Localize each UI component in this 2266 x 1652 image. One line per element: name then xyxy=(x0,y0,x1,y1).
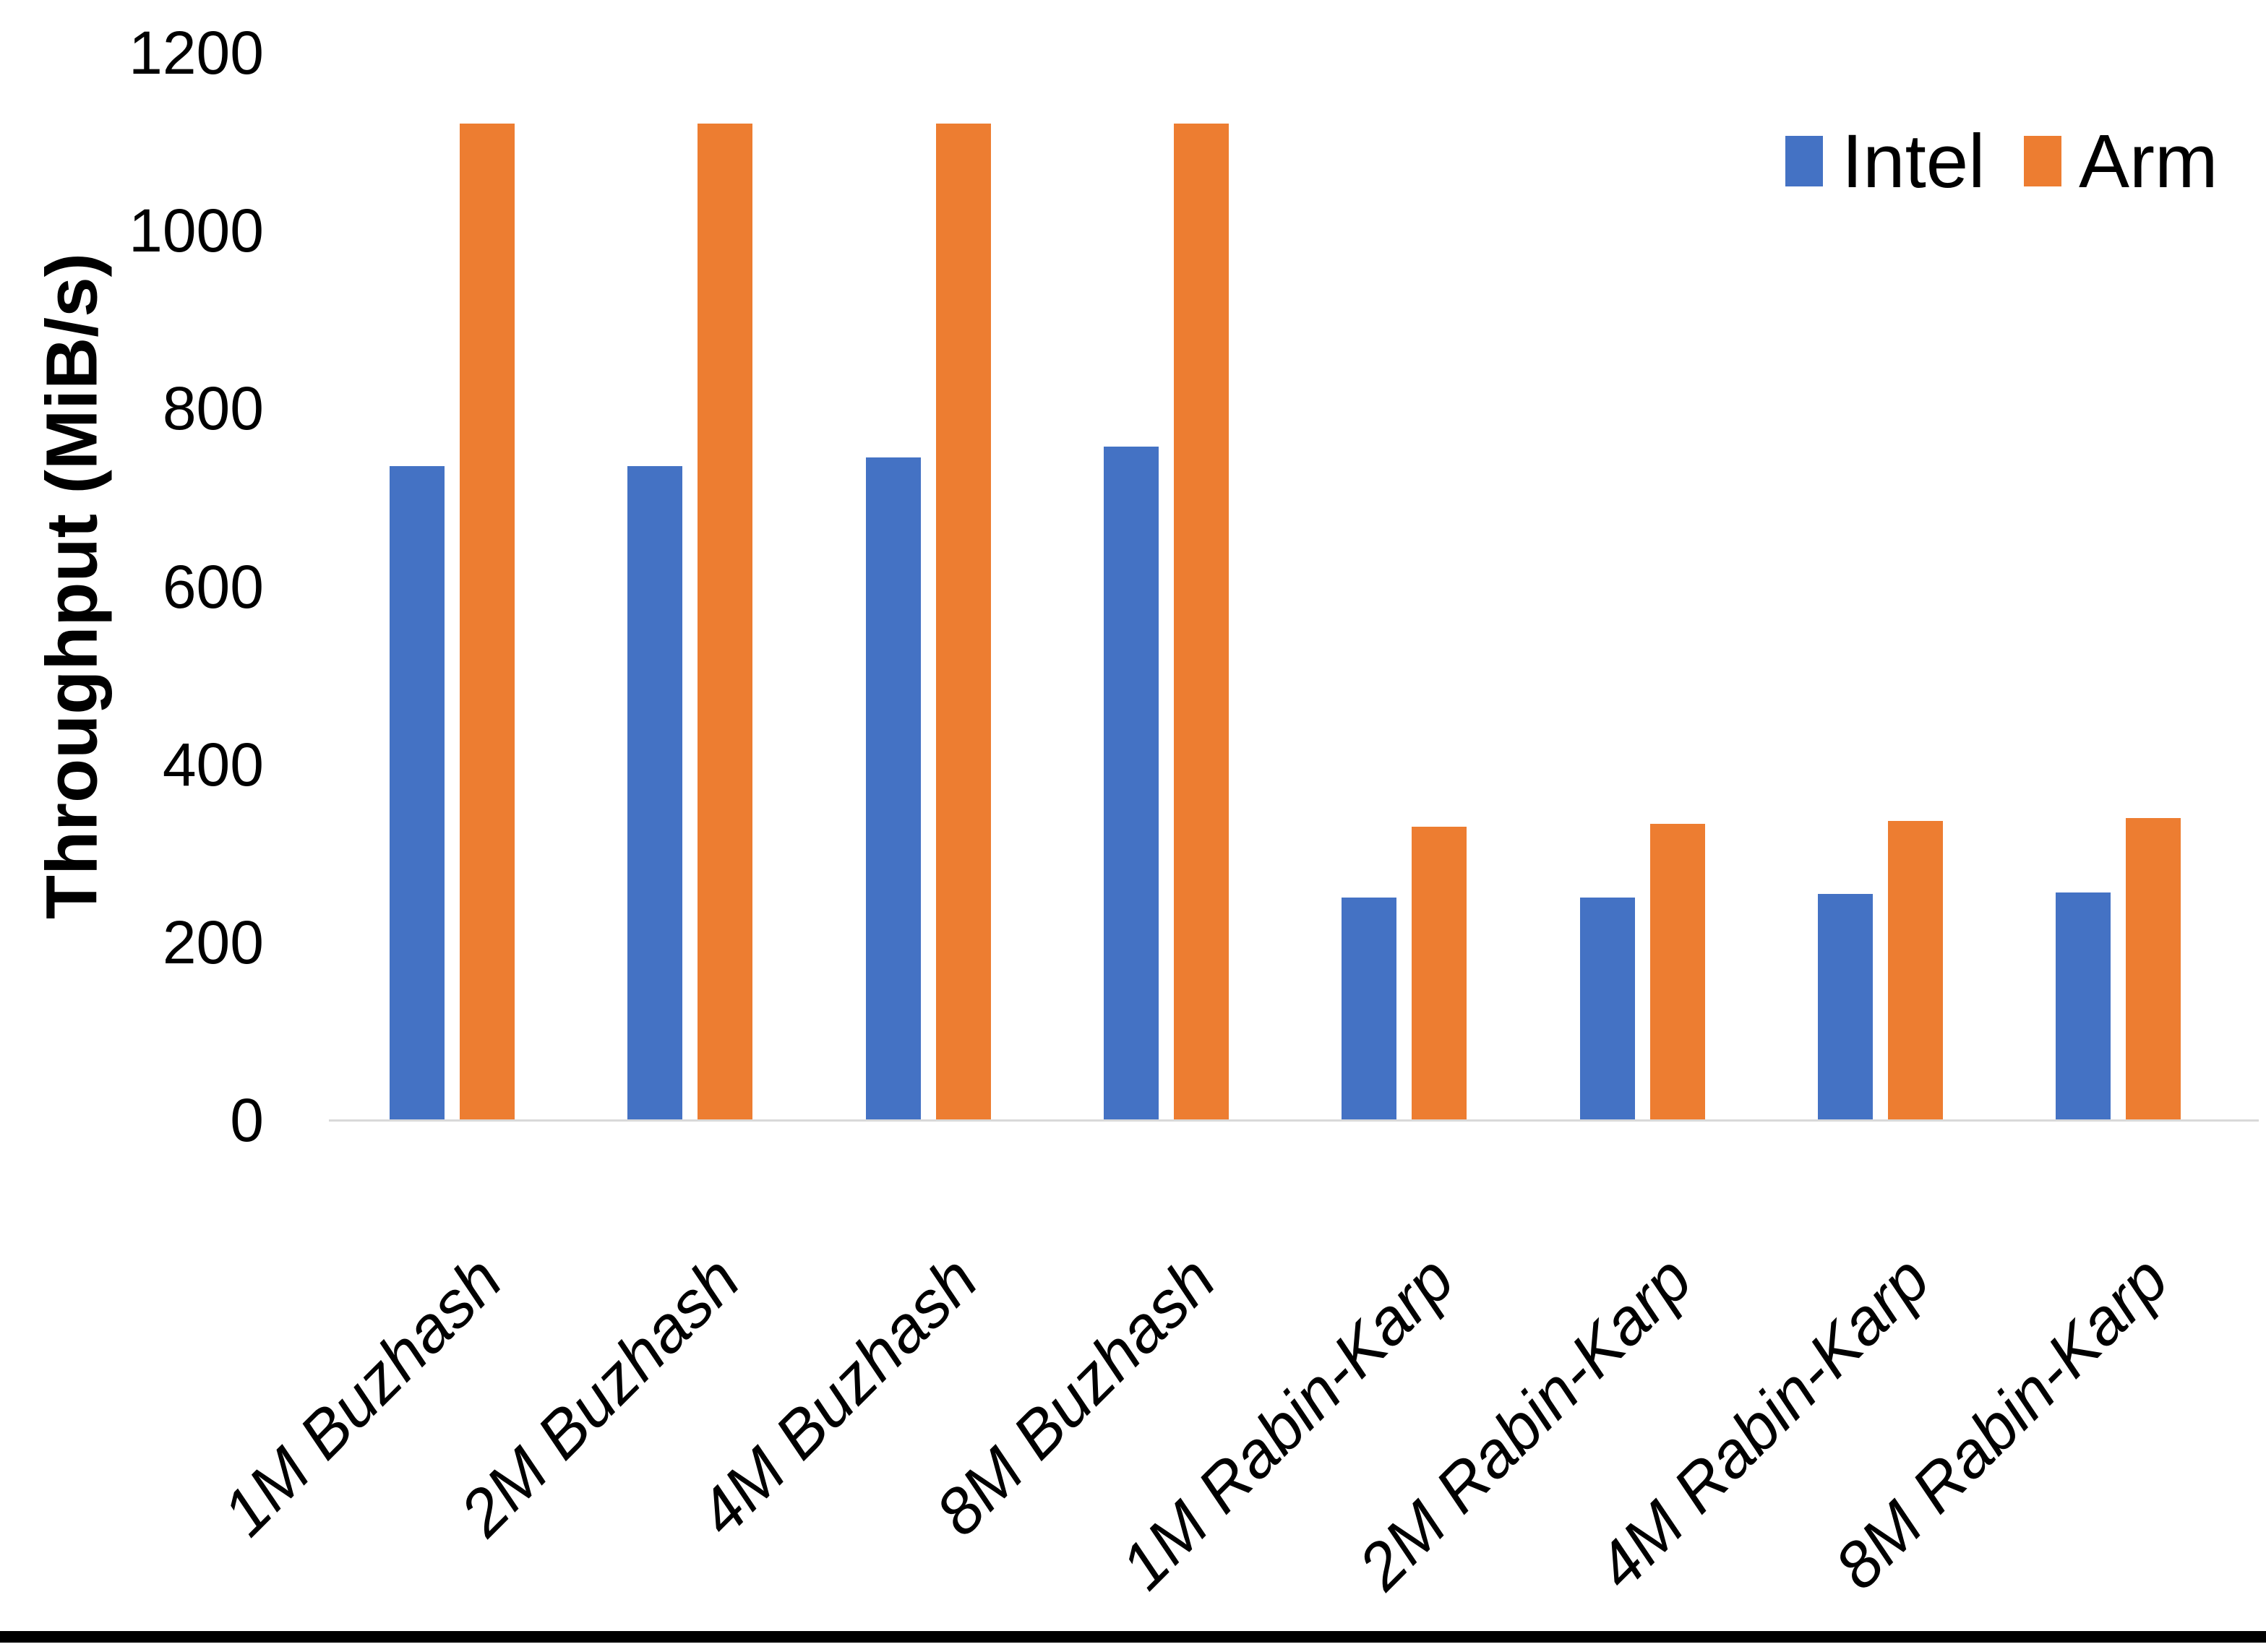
y-tick-label-800: 800 xyxy=(162,374,264,443)
legend-label-intel: Intel xyxy=(1842,119,1986,204)
bar-arm-2m-buzhash xyxy=(698,124,752,1120)
bar-intel-8m-rabin-karp xyxy=(2056,892,2111,1120)
y-tick-label-600: 600 xyxy=(162,552,264,621)
y-tick-label-1000: 1000 xyxy=(129,197,264,265)
bar-intel-4m-buzhash xyxy=(866,457,921,1120)
bar-arm-1m-rabin-karp xyxy=(1412,827,1467,1120)
bar-intel-4m-rabin-karp xyxy=(1818,894,1873,1120)
bar-arm-8m-rabin-karp xyxy=(2126,818,2181,1120)
legend-swatch-intel xyxy=(1785,136,1823,186)
bar-arm-4m-rabin-karp xyxy=(1888,821,1943,1120)
y-tick-label-0: 0 xyxy=(230,1086,264,1154)
bar-arm-1m-buzhash xyxy=(460,124,515,1120)
x-axis-line xyxy=(329,1119,2259,1122)
bar-intel-8m-buzhash xyxy=(1104,447,1159,1120)
bar-intel-2m-buzhash xyxy=(627,466,682,1120)
y-tick-label-1200: 1200 xyxy=(129,19,264,87)
bar-arm-2m-rabin-karp xyxy=(1650,824,1705,1120)
bar-arm-8m-buzhash xyxy=(1174,124,1229,1120)
legend-swatch-arm xyxy=(2024,136,2061,186)
screenshot-bottom-edge xyxy=(0,1631,2266,1643)
y-tick-label-200: 200 xyxy=(162,908,264,976)
bar-intel-1m-buzhash xyxy=(390,466,445,1120)
legend-label-arm: Arm xyxy=(2079,119,2218,204)
bar-intel-1m-rabin-karp xyxy=(1342,898,1396,1120)
y-tick-label-400: 400 xyxy=(162,730,264,799)
bar-arm-4m-buzhash xyxy=(936,124,991,1120)
bar-intel-2m-rabin-karp xyxy=(1580,898,1635,1120)
